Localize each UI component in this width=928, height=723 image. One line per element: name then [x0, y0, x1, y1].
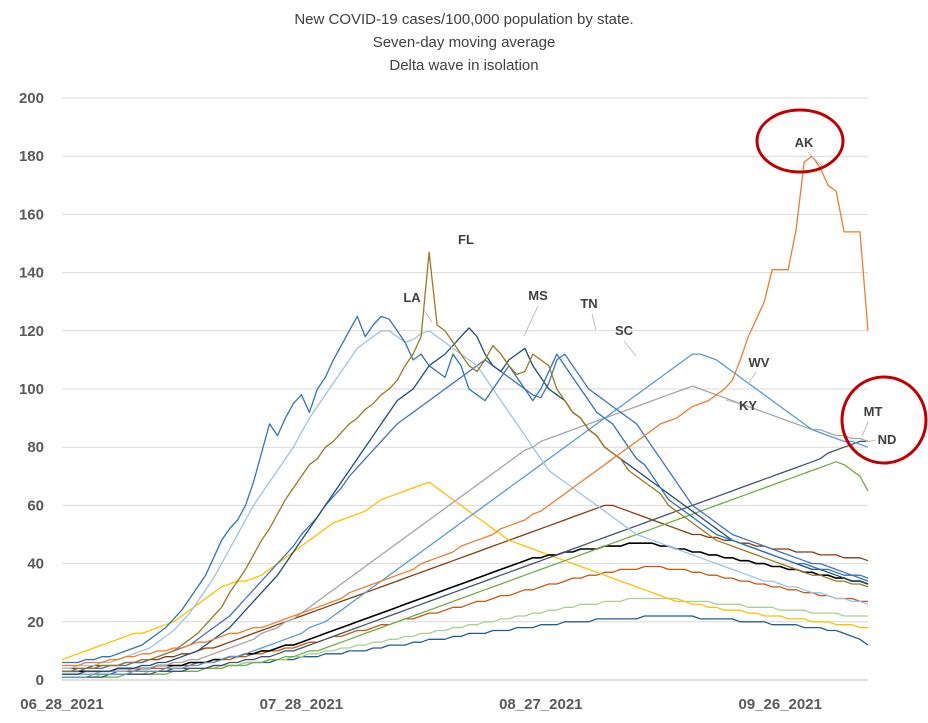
label-sc: SC	[615, 323, 634, 338]
leader-line-la	[423, 309, 433, 323]
series-line-mt	[62, 440, 868, 678]
x-axis-ticks: 06_28_2021 07_28_2021 08_27_2021 09_26_2021	[20, 696, 822, 713]
series-line-unlabeled-10	[62, 542, 869, 673]
series-line-ak	[62, 155, 869, 667]
y-tick-label: 0	[36, 672, 44, 689]
highlight-circle-mt-nd	[840, 375, 928, 465]
series-line-la	[62, 315, 869, 664]
series-lines	[61, 155, 869, 678]
gridlines	[62, 97, 868, 681]
label-ak: AK	[795, 135, 814, 150]
series-line-ms	[62, 330, 869, 670]
y-tick-label: 80	[27, 439, 44, 456]
label-fl: FL	[458, 232, 474, 247]
x-tick-label: 07_28_2021	[260, 696, 343, 713]
y-tick-label: 120	[19, 323, 44, 340]
series-line-wv	[62, 353, 869, 678]
label-nd: ND	[878, 432, 897, 447]
y-tick-label: 200	[19, 90, 44, 107]
y-tick-label: 180	[19, 148, 44, 165]
chart-title-line: Delta wave in isolation	[389, 57, 538, 74]
y-tick-label: 160	[19, 206, 44, 223]
series-line-unlabeled-11	[61, 481, 868, 661]
series-line-sc	[62, 353, 869, 672]
annotations: AK FL LA MS TN SC WV KY MT ND	[403, 108, 928, 465]
y-axis-ticks: 0 20 40 60 80 100 120 140 160 180 200	[19, 90, 44, 689]
y-tick-label: 100	[19, 381, 44, 398]
y-tick-label: 140	[19, 265, 44, 282]
label-ms: MS	[528, 288, 548, 303]
label-wv: WV	[749, 355, 770, 370]
chart-title-line: New COVID-19 cases/100,000 population by…	[294, 11, 633, 28]
label-mt: MT	[864, 404, 883, 419]
leader-line-ky	[725, 399, 741, 405]
leader-line-nd	[865, 439, 877, 443]
label-la: LA	[403, 290, 421, 305]
highlight-circle-ak	[755, 108, 845, 174]
leader-line-ak	[807, 151, 823, 167]
leader-line-sc	[623, 340, 637, 357]
leader-line-tn	[591, 313, 597, 331]
chart-title-line: Seven-day moving average	[373, 34, 556, 51]
label-tn: TN	[580, 296, 597, 311]
x-tick-label: 06_28_2021	[20, 696, 103, 713]
series-line-nd	[62, 461, 869, 678]
y-tick-label: 60	[27, 497, 44, 514]
y-tick-label: 20	[27, 614, 44, 631]
x-tick-label: 09_26_2021	[738, 696, 821, 713]
chart-title: New COVID-19 cases/100,000 population by…	[294, 11, 633, 74]
series-line-fl	[62, 251, 869, 672]
x-tick-label: 08_27_2021	[499, 696, 582, 713]
leader-line-ms	[523, 305, 539, 337]
leader-line-wv	[747, 371, 757, 385]
y-tick-label: 40	[27, 556, 44, 573]
series-line-ky	[62, 385, 869, 675]
label-ky: KY	[739, 398, 757, 413]
leader-line-mt	[861, 421, 869, 437]
